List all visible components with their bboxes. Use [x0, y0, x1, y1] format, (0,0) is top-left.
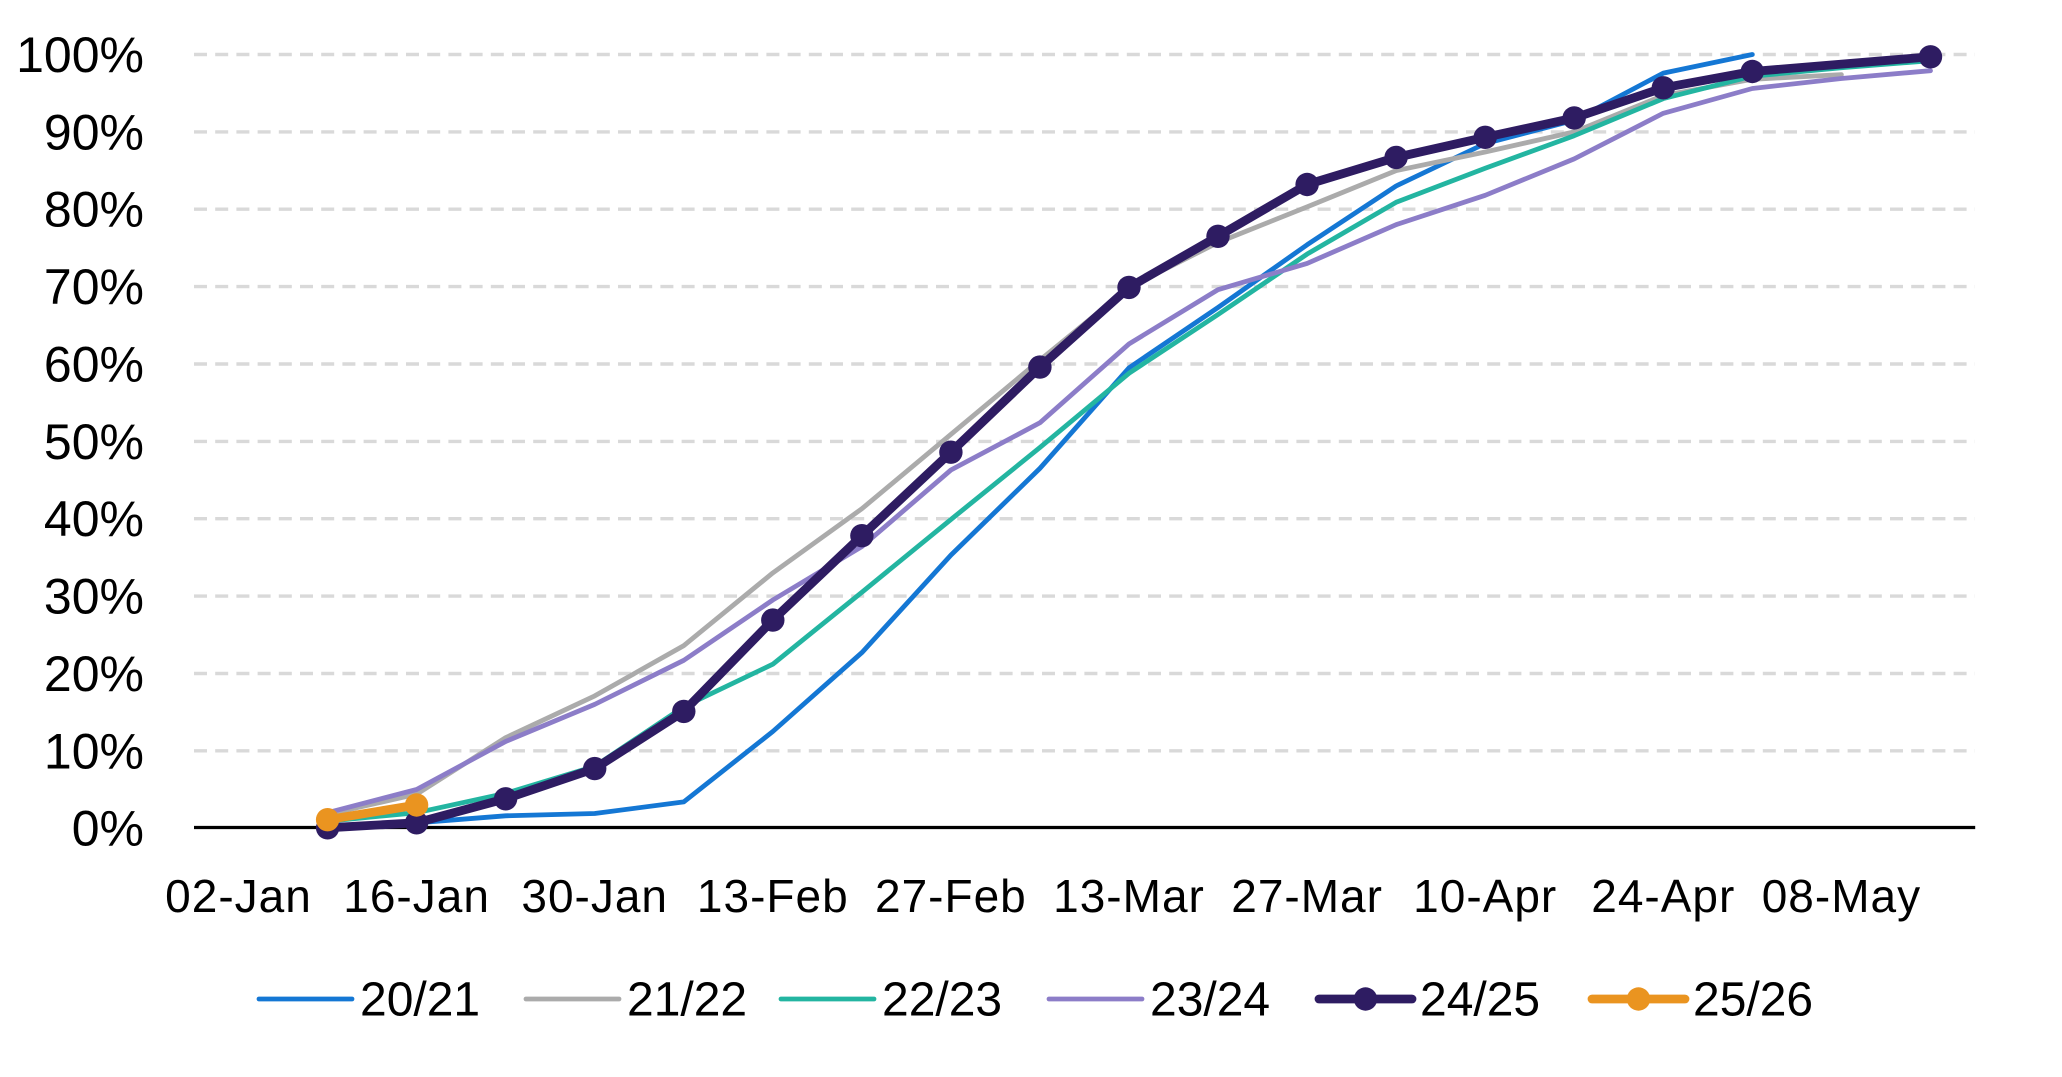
svg-text:80%: 80% — [44, 182, 144, 238]
svg-text:02-Jan: 02-Jan — [165, 870, 312, 922]
svg-text:20%: 20% — [44, 646, 144, 702]
svg-text:40%: 40% — [44, 491, 144, 547]
svg-text:24-Apr: 24-Apr — [1591, 870, 1735, 922]
svg-text:10-Apr: 10-Apr — [1413, 870, 1557, 922]
svg-text:30%: 30% — [44, 569, 144, 625]
svg-text:16-Jan: 16-Jan — [343, 870, 490, 922]
svg-text:70%: 70% — [44, 259, 144, 315]
svg-text:23/24: 23/24 — [1150, 974, 1270, 1027]
svg-text:27-Mar: 27-Mar — [1231, 870, 1383, 922]
svg-text:27-Feb: 27-Feb — [875, 870, 1027, 922]
svg-text:25/26: 25/26 — [1693, 974, 1813, 1027]
svg-text:13-Mar: 13-Mar — [1053, 870, 1205, 922]
svg-text:90%: 90% — [44, 104, 144, 160]
svg-text:0%: 0% — [72, 801, 144, 857]
svg-text:60%: 60% — [44, 337, 144, 393]
svg-text:100%: 100% — [16, 27, 144, 83]
svg-text:21/22: 21/22 — [627, 974, 747, 1027]
svg-text:20/21: 20/21 — [360, 974, 480, 1027]
svg-text:13-Feb: 13-Feb — [697, 870, 849, 922]
svg-text:10%: 10% — [44, 723, 144, 779]
svg-text:22/23: 22/23 — [882, 974, 1002, 1027]
svg-text:08-May: 08-May — [1762, 870, 1921, 922]
svg-text:50%: 50% — [44, 414, 144, 470]
svg-text:30-Jan: 30-Jan — [521, 870, 668, 922]
svg-text:24/25: 24/25 — [1420, 974, 1540, 1027]
